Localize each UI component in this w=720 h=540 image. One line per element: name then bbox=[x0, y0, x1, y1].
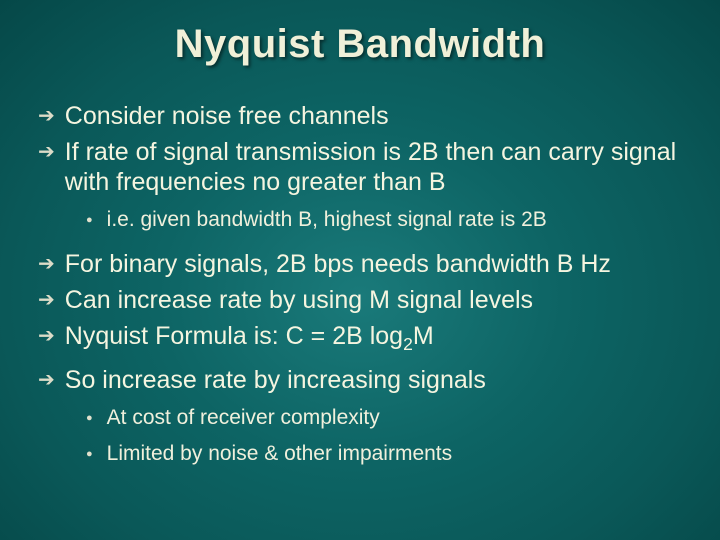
bullet-l1: ➔ Nyquist Formula is: C = 2B log2M bbox=[30, 321, 690, 359]
bullet-l1: ➔ Consider noise free channels bbox=[30, 101, 690, 131]
bullet-l1: ➔ So increase rate by increasing signals bbox=[30, 365, 690, 395]
dot-icon: ● bbox=[86, 441, 93, 467]
chevron-right-icon: ➔ bbox=[38, 321, 55, 351]
bullet-l2: ● Limited by noise & other impairments bbox=[30, 441, 690, 467]
bullet-text: Limited by noise & other impairments bbox=[107, 441, 453, 467]
slide-title: Nyquist Bandwidth bbox=[30, 22, 690, 67]
dot-icon: ● bbox=[86, 207, 93, 233]
chevron-right-icon: ➔ bbox=[38, 101, 55, 131]
bullet-text: Nyquist Formula is: C = 2B log2M bbox=[65, 321, 434, 359]
bullet-text: For binary signals, 2B bps needs bandwid… bbox=[65, 249, 611, 279]
bullet-l1: ➔ Can increase rate by using M signal le… bbox=[30, 285, 690, 315]
bullet-text: Can increase rate by using M signal leve… bbox=[65, 285, 533, 315]
chevron-right-icon: ➔ bbox=[38, 365, 55, 395]
bullet-l2: ● At cost of receiver complexity bbox=[30, 405, 690, 431]
dot-icon: ● bbox=[86, 405, 93, 431]
bullet-l1: ➔ If rate of signal transmission is 2B t… bbox=[30, 137, 690, 197]
chevron-right-icon: ➔ bbox=[38, 249, 55, 279]
bullet-text: Consider noise free channels bbox=[65, 101, 389, 131]
bullet-text: At cost of receiver complexity bbox=[107, 405, 380, 431]
bullet-l2: ● i.e. given bandwidth B, highest signal… bbox=[30, 207, 690, 233]
bullet-text: If rate of signal transmission is 2B the… bbox=[65, 137, 690, 197]
bullet-l1: ➔ For binary signals, 2B bps needs bandw… bbox=[30, 249, 690, 279]
chevron-right-icon: ➔ bbox=[38, 137, 55, 167]
bullet-text: i.e. given bandwidth B, highest signal r… bbox=[107, 207, 547, 233]
chevron-right-icon: ➔ bbox=[38, 285, 55, 315]
bullet-text: So increase rate by increasing signals bbox=[65, 365, 486, 395]
